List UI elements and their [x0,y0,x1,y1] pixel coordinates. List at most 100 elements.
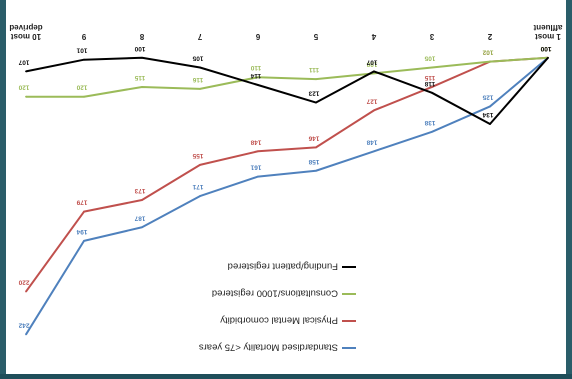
legend-entry: Physical Mental comorbidity [220,315,338,326]
data-point [199,66,201,69]
data-point [257,150,259,153]
data-point [25,333,27,336]
x-tick-label: 3 [429,32,434,41]
data-point [199,164,201,166]
data-point [373,70,375,73]
x-tick-label-line: 7 [197,32,202,41]
data-label: 127 [366,97,377,104]
data-point [25,70,27,73]
data-label: 105 [192,54,203,61]
data-label: 120 [76,84,87,91]
data-label: 171 [192,183,203,190]
data-point [431,130,433,133]
data-label: 102 [482,49,493,56]
data-label: 146 [308,134,319,141]
data-label: 155 [192,152,203,159]
data-point [373,72,375,75]
data-label: 111 [309,66,320,73]
data-point [25,290,27,293]
data-point [489,123,491,125]
data-point [489,60,491,63]
legend-entry: Consultations/1000 registered [212,288,338,299]
x-tick-label-line: affluent [533,23,562,32]
data-label: 179 [76,199,87,206]
data-point [315,101,317,104]
data-label: 118 [424,80,435,87]
data-label: 100 [134,45,145,52]
data-point [83,210,85,213]
data-point [83,58,85,61]
x-tick-label-line: 2 [487,32,492,41]
data-label: 148 [366,138,377,145]
data-point [141,86,143,88]
data-label: 107 [18,58,29,65]
x-tick-label: 8 [139,32,144,41]
series-line [25,56,549,293]
data-label: 148 [250,138,261,145]
series-line [25,56,549,125]
data-label: 161 [250,164,261,171]
data-label: 110 [250,64,261,71]
data-point [431,66,433,69]
data-point [199,195,201,197]
data-label: 123 [308,90,319,97]
x-tick-label: 10 mostdeprived [9,23,42,41]
data-point [373,150,375,153]
series-line [25,56,549,335]
x-tick-label: 1 mostaffluent [533,23,562,41]
data-label: 107 [366,58,377,65]
legend-entry: Funding/patient registered [228,261,338,272]
data-label: 105 [424,54,435,61]
data-label: 242 [18,321,29,328]
x-tick-label-line: 1 most [535,32,561,41]
x-tick-label-line: 3 [429,32,434,41]
line-chart: 1 mostaffluent 2 3 4 5 6 7 8 9 10 mostdeprived 10… [9,23,562,353]
x-tick-label-line: 9 [81,32,86,41]
data-point [257,84,259,86]
data-point [25,95,27,98]
data-label: 100 [540,45,551,52]
data-point [431,86,433,88]
data-point [199,88,201,90]
data-point [83,95,85,98]
data-label: 115 [424,74,435,81]
data-point [315,146,317,149]
data-label: 134 [482,111,493,118]
data-point [373,109,375,112]
data-point [141,199,143,201]
legend-entry: Standardised Mortality <75 years [199,342,338,353]
x-tick-label-line: 6 [255,32,260,41]
data-label: 100 [540,45,551,52]
data-label: 100 [540,45,551,52]
data-label: 158 [308,158,319,165]
x-tick-label-line: 8 [139,32,144,41]
data-point [141,226,143,229]
data-point [431,91,433,94]
data-point [83,239,85,242]
data-point [315,169,317,172]
data-label: 101 [76,47,87,54]
x-tick-label-line: 10 most [11,32,42,41]
x-tick-label-line: deprived [9,23,42,32]
data-point [489,105,491,108]
data-label: 116 [192,76,203,83]
data-label: 102 [482,49,493,56]
data-point [257,76,259,79]
data-label: 173 [134,187,145,194]
x-tick-label: 4 [371,32,376,41]
data-point [141,56,143,59]
data-label: 114 [250,72,261,79]
data-label: 125 [482,93,493,100]
x-tick-label: 9 [81,32,86,41]
x-tick-label: 2 [487,32,492,41]
x-tick-label-line: 5 [313,32,318,41]
data-label: 187 [134,214,145,221]
data-point [315,78,317,81]
data-label: 120 [18,84,29,91]
data-point [547,56,549,59]
data-label: 194 [76,228,87,235]
x-tick-label: 6 [255,32,260,41]
x-tick-label-line: 4 [371,32,376,41]
data-label: 100 [540,45,551,52]
